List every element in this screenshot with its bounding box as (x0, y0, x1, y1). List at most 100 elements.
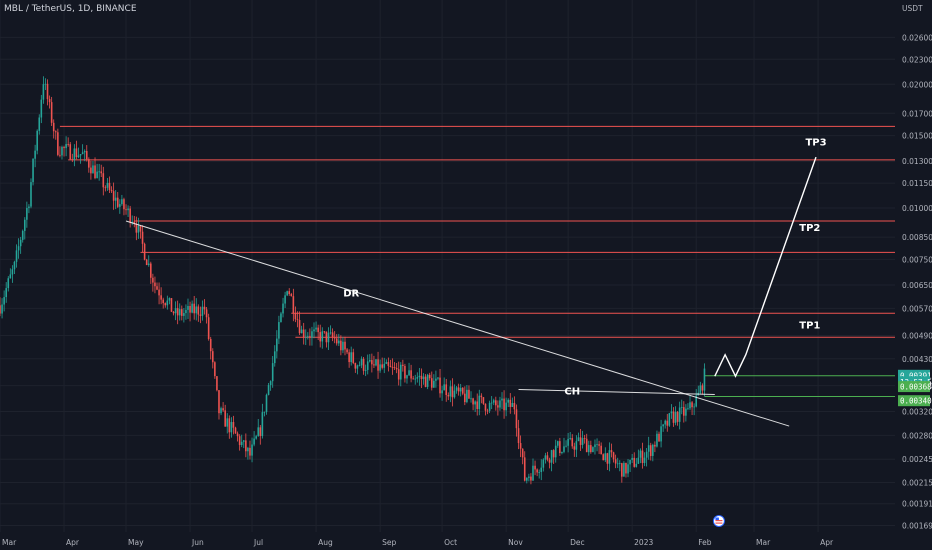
candle-body (395, 367, 398, 370)
event-marker[interactable] (712, 515, 725, 527)
candle-body (344, 341, 346, 350)
candle-body (612, 452, 615, 460)
candle-body (57, 132, 59, 155)
candle-body (92, 165, 94, 174)
candle-body (34, 150, 36, 159)
candle-body (424, 376, 427, 387)
candle-body (0, 305, 1, 314)
candlesticks (0, 76, 706, 485)
candle-body (474, 401, 476, 405)
candle-body (621, 463, 623, 477)
candle-body (96, 171, 98, 179)
candle-body (119, 204, 121, 207)
candle-body (625, 462, 627, 474)
annotation-ch: CH (564, 387, 580, 398)
candle-body (83, 151, 86, 153)
candle-body (678, 407, 681, 422)
candle-body (288, 291, 291, 295)
candle-body (19, 239, 22, 247)
candle-body (88, 159, 90, 168)
candle-body (133, 221, 136, 224)
candle-body (513, 402, 516, 410)
candle-body (340, 340, 342, 351)
candle-body (79, 154, 82, 156)
candle-body (350, 352, 352, 363)
candle-body (152, 277, 154, 283)
candle-body (517, 428, 520, 444)
candle-body (234, 427, 237, 434)
candle-body (309, 336, 311, 338)
candle-body (69, 144, 72, 160)
price-badge-label: 0.003401 (900, 397, 932, 406)
candle-body (143, 243, 146, 260)
candle-body (592, 447, 594, 453)
candle-body (292, 296, 295, 314)
candle-body (668, 413, 671, 426)
candle-body (13, 261, 16, 270)
candle-body (172, 311, 175, 314)
candle-body (693, 406, 695, 408)
candle-body (46, 83, 49, 100)
candle-body (271, 363, 274, 382)
candle-body (48, 99, 51, 103)
candle-body (633, 457, 636, 467)
price-badge-label: 0.003916 (900, 371, 932, 380)
time-tick-label: Aug (318, 538, 333, 547)
candle-body (629, 459, 631, 465)
candle-body (170, 298, 173, 312)
candle-body (569, 438, 571, 439)
candle-body (203, 306, 206, 310)
candle-body (164, 303, 167, 306)
candle-body (112, 191, 115, 201)
candle-body (433, 380, 435, 388)
candle-body (618, 463, 621, 464)
candle-body (9, 274, 12, 279)
candle-body (414, 378, 417, 380)
candle-body (499, 400, 501, 408)
candle-body (437, 377, 439, 379)
trendlines (125, 156, 817, 427)
candle-body (643, 457, 646, 464)
candle-body (232, 421, 235, 428)
candle-body (174, 308, 177, 314)
candle-body (583, 438, 586, 439)
candle-body (594, 444, 596, 448)
candle-body (242, 440, 245, 442)
change-of-character-line (518, 389, 715, 396)
candle-body (319, 332, 322, 342)
time-tick-label: 2023 (634, 538, 653, 547)
candle-body (321, 331, 324, 342)
candle-body (484, 403, 487, 411)
candle-body (420, 375, 423, 380)
candle-body (519, 443, 522, 449)
time-axis[interactable]: Mar Apr May Jun Jul Aug Sep Oct Nov Dec 2023 Feb Mar… (2, 538, 834, 547)
candle-body (404, 365, 406, 379)
flag-canton (715, 517, 719, 520)
candle-body (647, 445, 650, 452)
candle-body (307, 336, 309, 337)
candle-body (435, 378, 437, 381)
candle-body (577, 437, 580, 442)
candle-body (139, 225, 142, 232)
candle-body (441, 390, 443, 394)
candle-body (383, 363, 386, 368)
candle-body (63, 146, 65, 149)
candle-body (486, 410, 489, 412)
horizontal-levels (59, 125, 895, 398)
candle-body (567, 438, 569, 446)
candle-body (623, 462, 625, 477)
candle-body (635, 463, 638, 467)
candle-body (187, 306, 189, 310)
candle-body (511, 402, 514, 407)
candle-body (286, 291, 288, 296)
candle-body (145, 259, 148, 266)
candle-body (257, 427, 260, 437)
